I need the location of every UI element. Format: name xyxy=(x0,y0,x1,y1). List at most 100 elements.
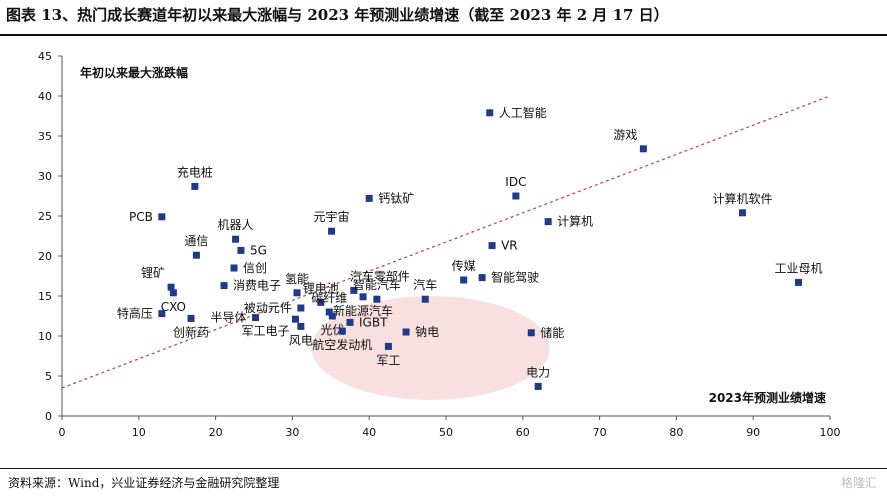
data-point xyxy=(486,109,494,117)
data-point-label: 碳纤维 xyxy=(311,291,347,305)
x-tick-label: 0 xyxy=(59,426,66,439)
source-rule xyxy=(0,468,887,469)
data-point-label: 机器人 xyxy=(218,218,254,232)
data-point-label: 创新药 xyxy=(173,324,209,339)
data-point-label: 钠电 xyxy=(415,324,439,339)
y-tick-label: 35 xyxy=(38,130,52,143)
data-point xyxy=(338,327,346,335)
highlight-ellipse xyxy=(311,296,550,400)
x-tick-label: 10 xyxy=(132,426,146,439)
data-point xyxy=(460,276,468,284)
data-point xyxy=(421,295,429,303)
data-point-label: 信创 xyxy=(243,261,267,275)
x-tick-label: 50 xyxy=(439,426,453,439)
data-point-label: PCB xyxy=(129,210,153,224)
data-point xyxy=(220,282,228,290)
data-point-label: 传媒 xyxy=(452,258,476,273)
data-point-label: 充电桩 xyxy=(177,164,213,179)
data-point xyxy=(187,314,195,322)
source-note: 资料来源：Wind，兴业证券经济与金融研究院整理 xyxy=(8,476,280,490)
data-point xyxy=(488,242,496,250)
data-point-label: 储能 xyxy=(540,325,564,340)
x-tick-label: 80 xyxy=(669,426,683,439)
data-point-label: 钙钛矿 xyxy=(378,190,414,205)
data-point-label: 光伏 xyxy=(320,323,344,337)
data-point-label: 航空发动机 xyxy=(312,337,372,352)
y-axis-ticks: 0 5 10 15 20 25 30 35 40 45 xyxy=(38,50,62,423)
data-point-label: 智能汽车 xyxy=(353,277,401,292)
data-point xyxy=(167,283,175,291)
data-point-label: 智能驾驶 xyxy=(491,270,539,285)
data-point xyxy=(350,286,358,294)
data-point xyxy=(230,264,238,272)
data-point-label: 消费电子 xyxy=(233,279,281,293)
data-point xyxy=(191,182,199,190)
y-tick-label: 30 xyxy=(38,170,52,183)
data-point-label: 汽车零部件 xyxy=(350,268,410,283)
x-tick-label: 60 xyxy=(516,426,530,439)
x-tick-label: 100 xyxy=(820,426,841,439)
data-point xyxy=(346,318,354,326)
data-point-label: 特高压 xyxy=(117,306,153,321)
data-point-label: 工业母机 xyxy=(775,261,823,275)
data-point-label: 5G xyxy=(250,243,267,257)
data-point xyxy=(158,213,166,221)
scatter-chart: 0 10 20 30 40 50 60 70 80 90 100 0 5 10 15 20 25 30 35 40 4… xyxy=(38,50,841,439)
x-tick-label: 90 xyxy=(746,426,760,439)
data-point xyxy=(328,312,336,320)
data-point-label: 人工智能 xyxy=(499,105,547,120)
data-point xyxy=(738,209,746,217)
x-axis-ticks: 0 10 20 30 40 50 60 70 80 90 100 xyxy=(59,416,841,439)
data-point xyxy=(237,246,245,254)
data-point-label: 风电 xyxy=(289,333,313,347)
data-point xyxy=(478,274,486,282)
data-point-label: 汽车 xyxy=(413,277,437,292)
data-point-label: 半导体 xyxy=(211,311,247,325)
data-point-label: 电力 xyxy=(526,365,550,379)
trendline xyxy=(61,95,831,389)
data-point xyxy=(534,382,542,390)
x-tick-label: 30 xyxy=(285,426,299,439)
data-point-label: 被动元件 xyxy=(244,301,292,315)
data-point xyxy=(232,235,240,243)
data-point xyxy=(317,298,325,306)
data-point xyxy=(795,278,803,286)
data-point xyxy=(325,308,333,316)
data-point xyxy=(158,310,166,318)
data-point xyxy=(373,295,381,303)
data-point-label: 计算机软件 xyxy=(712,191,772,206)
data-point-label: 军工电子 xyxy=(241,324,289,338)
y-tick-label: 25 xyxy=(38,210,52,223)
data-point xyxy=(402,328,410,336)
data-point xyxy=(365,194,373,202)
x-tick-label: 20 xyxy=(209,426,223,439)
data-point-label: IGBT xyxy=(359,315,388,329)
y-tick-label: 20 xyxy=(38,250,52,263)
data-point xyxy=(169,289,177,297)
data-point-label: 元宇宙 xyxy=(314,209,350,224)
y-tick-label: 10 xyxy=(38,330,52,343)
data-point xyxy=(512,192,520,200)
data-point-label: 锂电池 xyxy=(303,280,339,295)
data-point xyxy=(192,251,200,259)
data-point xyxy=(297,304,305,312)
y-tick-label: 5 xyxy=(45,370,52,383)
y-tick-label: 0 xyxy=(45,410,52,423)
figure-title: 图表 13、热门成长赛道年初以来最大涨幅与 2023 年预测业绩增速（截至 20… xyxy=(6,6,669,24)
data-point-label: 通信 xyxy=(184,234,208,248)
data-point xyxy=(527,329,535,337)
data-point xyxy=(639,145,647,153)
y-tick-label: 15 xyxy=(38,290,52,303)
data-point xyxy=(293,289,301,297)
data-point xyxy=(297,322,305,330)
data-point-label: 锂矿 xyxy=(141,265,165,280)
data-point-label: 军工 xyxy=(376,353,400,367)
data-point xyxy=(291,315,299,323)
data-point xyxy=(359,293,367,301)
data-point xyxy=(328,227,336,235)
x-tick-label: 70 xyxy=(593,426,607,439)
y-axis-title: 年初以来最大涨跌幅 xyxy=(80,65,188,80)
data-point xyxy=(252,314,260,322)
data-point-label: 计算机 xyxy=(557,214,593,229)
